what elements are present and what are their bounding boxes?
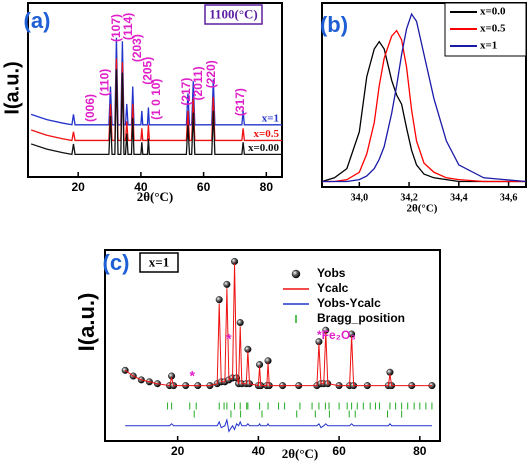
- obs-point: [223, 280, 231, 288]
- annotation-text: x=1: [149, 254, 169, 269]
- obs-point: [215, 296, 223, 304]
- legend-label: Ycalc: [317, 281, 349, 295]
- peak-label: (110): [97, 69, 111, 96]
- series-label: x=1: [262, 112, 279, 124]
- peak-label: (217): [179, 78, 193, 106]
- peak-label: (1 0 10): [149, 79, 163, 120]
- legend-label: Bragg_position: [317, 311, 405, 325]
- peak-label: (006): [83, 94, 97, 122]
- peak-label: (203): [130, 34, 144, 62]
- peak-label: (2011): [191, 66, 205, 100]
- x-axis-label: 2θ(°C): [282, 446, 319, 461]
- series-line: [30, 37, 282, 126]
- x-tick-label: 34,6: [500, 192, 518, 203]
- peak-label: (114): [121, 13, 135, 40]
- x-tick-label: 34,2: [400, 192, 418, 203]
- legend-label: x=0.5: [480, 23, 506, 35]
- x-axis-label: 2θ(°C): [137, 189, 174, 204]
- x-tick-label: 60: [332, 444, 346, 458]
- x-tick-label: 80: [260, 180, 274, 194]
- impurity-marker: *: [226, 330, 232, 346]
- peak-label: (205): [140, 57, 154, 85]
- y-axis-label: I(a.u.): [1, 61, 23, 114]
- plot-frame: [104, 249, 441, 442]
- legend-label: x=0.0: [480, 6, 506, 18]
- plot-frame: [27, 2, 283, 178]
- legend-label: Yobs-Ycalc: [317, 296, 381, 310]
- x-tick-label: 80: [413, 444, 427, 458]
- x-tick-label: 20: [71, 180, 85, 194]
- series-line: [30, 58, 282, 142]
- legend-note: *Fe₂O₃: [317, 328, 356, 342]
- legend-label: Yobs: [317, 266, 346, 280]
- peak-label: (107): [109, 14, 123, 42]
- peak-label: (317): [233, 88, 247, 116]
- series-line: [125, 418, 432, 433]
- legend-label: x=1: [480, 40, 497, 52]
- x-tick-label: 40: [252, 444, 266, 458]
- series-line: [124, 263, 432, 387]
- x-tick-label: 60: [197, 180, 211, 194]
- x-tick-label: 34,4: [450, 192, 468, 203]
- series-label: x=0.00: [248, 142, 280, 154]
- series-line: [321, 40, 526, 183]
- annotation-text: 1100(°C): [209, 6, 258, 21]
- x-tick-label: 40: [134, 180, 148, 194]
- series-label: x=0.5: [253, 128, 279, 140]
- x-tick-label: 34,0: [351, 192, 369, 203]
- series-line: [30, 69, 282, 156]
- legend-swatch: [291, 269, 301, 279]
- series-line: [322, 29, 526, 183]
- panel-label: (a): [24, 8, 51, 33]
- series-line: [322, 12, 527, 183]
- panel-label: (b): [320, 12, 348, 37]
- x-tick-label: 20: [171, 444, 185, 458]
- plot-frame: [321, 2, 527, 188]
- obs-point: [236, 319, 244, 327]
- y-axis-label: I(a.u.): [74, 293, 99, 352]
- annotation-box: [204, 4, 263, 25]
- x-axis-label: 2θ(°C): [407, 203, 438, 215]
- impurity-marker: *: [189, 368, 195, 384]
- peak-label: (220): [204, 60, 218, 88]
- annotation-box: [139, 252, 179, 273]
- panel-label: (c): [103, 250, 130, 275]
